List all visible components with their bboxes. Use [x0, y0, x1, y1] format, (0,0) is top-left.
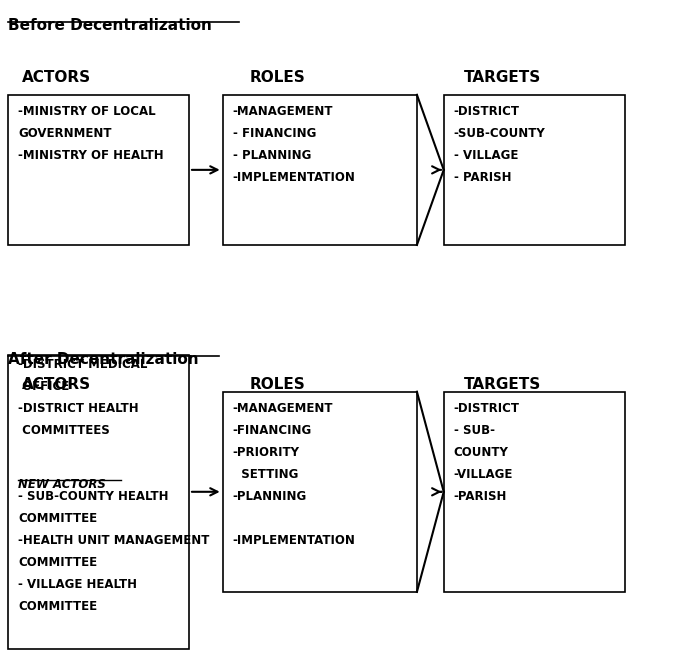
Text: COMMITTEE: COMMITTEE	[18, 556, 98, 569]
Text: - FINANCING: - FINANCING	[233, 127, 316, 140]
Text: TARGETS: TARGETS	[464, 70, 541, 85]
Text: - PLANNING: - PLANNING	[233, 149, 311, 162]
Text: -MINISTRY OF HEALTH: -MINISTRY OF HEALTH	[18, 149, 164, 162]
Text: -PLANNING: -PLANNING	[233, 490, 307, 502]
Text: - PARISH: - PARISH	[454, 171, 511, 184]
Text: ROLES: ROLES	[250, 377, 305, 392]
Text: -DISTRICT HEALTH: -DISTRICT HEALTH	[18, 403, 139, 415]
Text: -PARISH: -PARISH	[454, 490, 507, 502]
Text: -MINISTRY OF LOCAL: -MINISTRY OF LOCAL	[18, 105, 155, 118]
Text: SETTING: SETTING	[233, 468, 298, 481]
Text: ACTORS: ACTORS	[22, 377, 91, 392]
Text: ROLES: ROLES	[250, 70, 305, 85]
Text: -VILLAGE: -VILLAGE	[454, 468, 513, 481]
FancyBboxPatch shape	[8, 355, 189, 649]
Text: -HEALTH UNIT MANAGEMENT: -HEALTH UNIT MANAGEMENT	[18, 534, 209, 547]
Text: -DISTRICT: -DISTRICT	[454, 402, 520, 415]
FancyBboxPatch shape	[223, 94, 417, 245]
FancyBboxPatch shape	[223, 392, 417, 592]
Text: -DISTRICT: -DISTRICT	[454, 105, 520, 118]
Text: -MANAGEMENT: -MANAGEMENT	[233, 105, 333, 118]
Text: -IMPLEMENTATION: -IMPLEMENTATION	[233, 534, 355, 547]
Text: -MANAGEMENT: -MANAGEMENT	[233, 402, 333, 415]
Text: -DISTRICT MEDICAL: -DISTRICT MEDICAL	[18, 358, 147, 371]
Text: COUNTY: COUNTY	[454, 446, 509, 459]
Text: GOVERNMENT: GOVERNMENT	[18, 127, 112, 140]
Text: - SUB-: - SUB-	[454, 423, 495, 437]
Text: After Decentralization: After Decentralization	[8, 352, 199, 366]
Text: TARGETS: TARGETS	[464, 377, 541, 392]
Text: OFFICE: OFFICE	[18, 381, 69, 393]
Text: -FINANCING: -FINANCING	[233, 423, 312, 437]
FancyBboxPatch shape	[444, 392, 625, 592]
FancyBboxPatch shape	[444, 94, 625, 245]
Text: COMMITTEE: COMMITTEE	[18, 512, 98, 525]
Text: NEW ACTORS: NEW ACTORS	[18, 478, 106, 492]
Text: -IMPLEMENTATION: -IMPLEMENTATION	[233, 171, 355, 184]
Text: - VILLAGE: - VILLAGE	[454, 149, 518, 162]
Text: COMMITTEES: COMMITTEES	[18, 424, 110, 438]
Text: -SUB-COUNTY: -SUB-COUNTY	[454, 127, 546, 140]
Text: Before Decentralization: Before Decentralization	[8, 18, 212, 33]
Text: - VILLAGE HEALTH: - VILLAGE HEALTH	[18, 578, 137, 591]
FancyBboxPatch shape	[8, 94, 189, 245]
Text: COMMITTEE: COMMITTEE	[18, 600, 98, 613]
Text: ACTORS: ACTORS	[22, 70, 91, 85]
Text: -PRIORITY: -PRIORITY	[233, 446, 299, 459]
Text: - SUB-COUNTY HEALTH: - SUB-COUNTY HEALTH	[18, 490, 169, 502]
